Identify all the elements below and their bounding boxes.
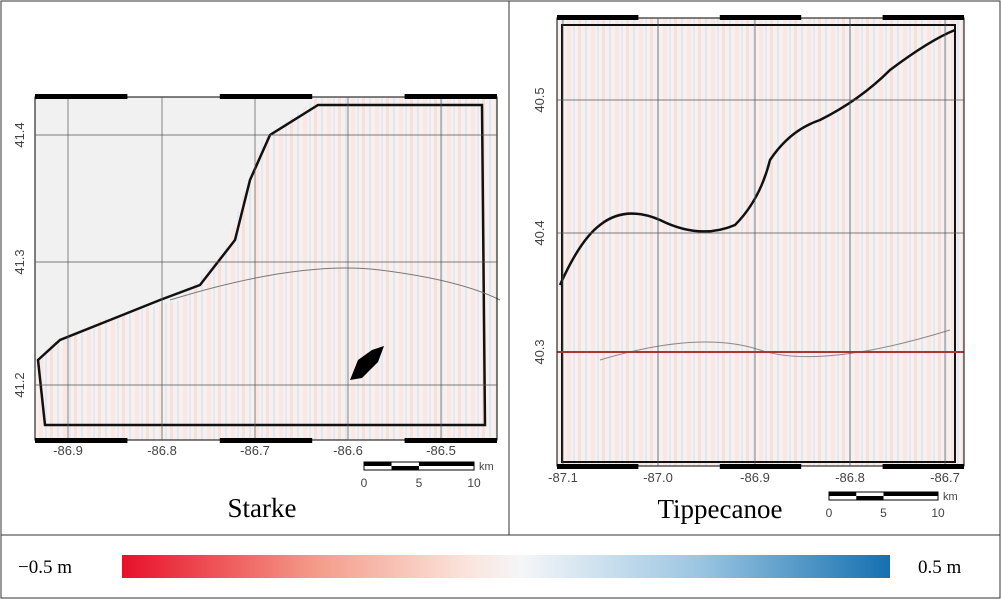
- frame-bar: [882, 464, 964, 469]
- scale-bar: [419, 462, 474, 466]
- colorbar-min-label: −0.5 m: [18, 557, 72, 578]
- scale-bar: [829, 492, 857, 496]
- scale-unit: km: [943, 491, 958, 503]
- frame-bar: [719, 15, 802, 20]
- panel-title: Tippecanoe: [658, 494, 783, 524]
- scale-bar: [391, 466, 419, 470]
- map-tippecanoe: [556, 17, 965, 467]
- x-tick-label: -86.8: [147, 443, 177, 458]
- x-tick-label: -86.9: [740, 470, 770, 485]
- y-tick-label: 40.5: [532, 87, 547, 112]
- river: [169, 267, 501, 301]
- x-tick-label: -86.7: [240, 443, 270, 458]
- river: [558, 28, 956, 286]
- map-starke: [34, 96, 501, 441]
- scale-label: 0: [826, 506, 833, 520]
- scale-label: 10: [931, 506, 945, 520]
- frame-bar: [35, 438, 128, 443]
- frame-bar: [557, 464, 639, 469]
- frame-bar: [219, 94, 313, 99]
- panel-title: Starke: [228, 493, 297, 523]
- colorbar-max-label: 0.5 m: [918, 557, 962, 578]
- scale-bar: [883, 492, 938, 496]
- y-tick-label: 41.2: [12, 372, 27, 397]
- scale-label: 0: [361, 476, 368, 490]
- frame-bar: [35, 94, 128, 99]
- feature: [350, 346, 384, 380]
- map-raster: [557, 18, 964, 466]
- frame-bar: [557, 15, 639, 20]
- scale-label: 5: [416, 476, 423, 490]
- x-tick-label: -86.8: [835, 470, 865, 485]
- x-tick-label: -86.7: [930, 470, 960, 485]
- stream: [599, 329, 951, 361]
- colorbar: [122, 555, 890, 578]
- x-tick-label: -86.9: [53, 443, 83, 458]
- boundary: [36, 103, 487, 427]
- x-tick-label: -86.6: [333, 443, 363, 458]
- y-tick-label: 41.3: [12, 249, 27, 274]
- y-tick-label: 41.4: [12, 122, 27, 147]
- frame-bar: [404, 94, 497, 99]
- frame-bar: [719, 464, 802, 469]
- scale-label: 5: [880, 506, 887, 520]
- scale-bar: [856, 496, 884, 500]
- scale-label: 10: [467, 476, 481, 490]
- frame-bar: [404, 438, 497, 443]
- y-tick-label: 40.4: [532, 220, 547, 245]
- frame-bar: [882, 15, 964, 20]
- x-tick-label: -86.5: [426, 443, 456, 458]
- y-tick-label: 40.3: [532, 339, 547, 364]
- x-tick-label: -87.0: [643, 470, 673, 485]
- scale-bar: [364, 462, 392, 466]
- x-tick-label: -87.1: [548, 470, 578, 485]
- boundary: [561, 24, 956, 463]
- frame-bar: [219, 438, 313, 443]
- no-data-area: [35, 97, 318, 365]
- scale-unit: km: [479, 461, 494, 473]
